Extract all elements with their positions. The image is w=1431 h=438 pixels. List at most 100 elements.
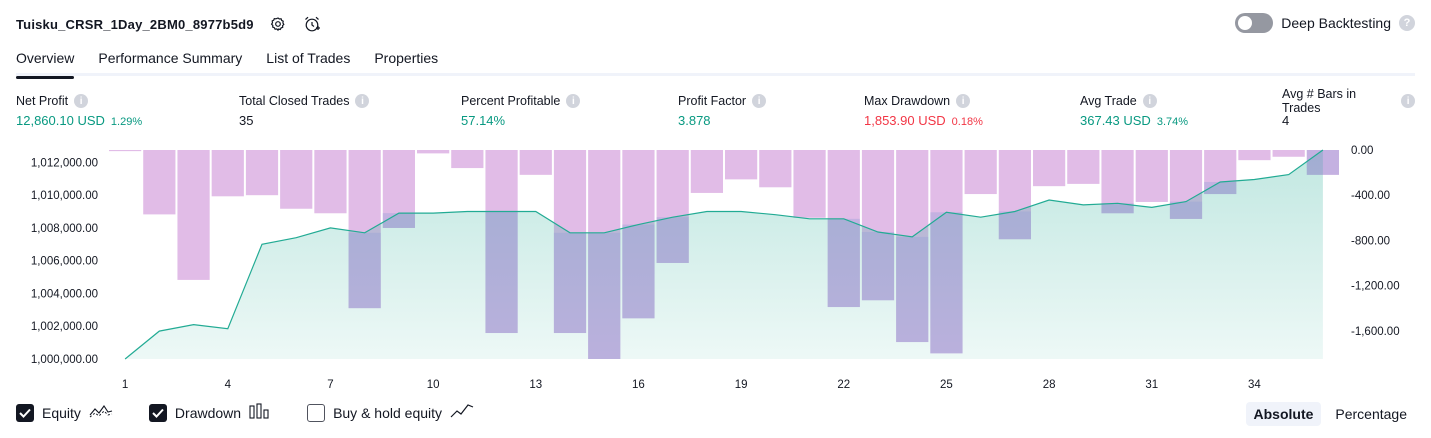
metric-label: Max Drawdown [864,94,951,108]
info-icon[interactable]: i [355,94,370,108]
drawdown-overlap [656,217,689,263]
drawdown-bar [314,150,347,214]
drawdown-overlap [622,224,655,319]
chart-legend: Equity Drawdown Buy & hold equity [16,403,474,422]
drawdown-bar [280,150,313,209]
drawdown-bar [451,150,484,169]
y-right-tick-label: -800.00 [1351,235,1390,247]
metric-value: 12,860.10 USD [16,113,105,128]
deep-backtesting-toggle[interactable] [1235,13,1274,33]
drawdown-bar [1272,150,1305,157]
buy-hold-label: Buy & hold equity [333,404,443,421]
drawdown-overlap [348,232,381,309]
legend-drawdown[interactable]: Drawdown [148,403,271,422]
y-left-tick-label: 1,008,000.00 [31,223,98,235]
metric-value: 1,853.90 USD [864,113,946,128]
drawdown-bar [759,150,792,188]
legend-equity[interactable]: Equity [16,403,113,422]
x-tick-label: 22 [837,379,850,391]
drawdown-overlap [998,211,1031,240]
deep-backtesting: Deep Backtesting ? [1235,13,1415,33]
equity-area [125,150,1323,359]
drawdown-bar [143,150,176,215]
x-tick-label: 4 [225,379,232,391]
buy-hold-checkbox[interactable] [307,403,326,422]
metric-sub: 0.18% [951,116,983,128]
info-icon[interactable]: i [1401,94,1415,108]
x-tick-label: 28 [1043,379,1056,391]
drawdown-overlap [485,211,518,334]
tab-bar: Overview Performance Summary List of Tra… [16,42,1415,79]
metric-label: Percent Profitable [461,94,561,108]
tab-overview[interactable]: Overview [16,42,75,79]
drawdown-bar [1033,150,1066,187]
metric-value: 367.43 USD [1080,113,1151,128]
x-tick-label: 31 [1145,379,1158,391]
scale-mode-switch: Absolute Percentage [1245,402,1416,426]
equity-series-icon [89,403,113,422]
percentage-button[interactable]: Percentage [1335,406,1407,422]
drawdown-overlap [896,236,929,343]
drawdown-bar [1135,150,1168,202]
drawdown-bar [964,150,997,195]
info-icon[interactable]: i [74,94,89,108]
y-right-tick-label: -400.00 [1351,190,1390,202]
info-icon[interactable]: i [752,94,767,108]
equity-drawdown-chart[interactable]: 1,000,000.00 1,002,000.00 1,004,000.00 1,00… [0,138,1431,394]
drawdown-bar [519,150,552,175]
tab-performance-summary[interactable]: Performance Summary [98,50,243,66]
drawdown-bar [690,150,723,193]
absolute-button[interactable]: Absolute [1245,402,1322,426]
drawdown-bar [417,150,450,154]
drawdown-bar [1067,150,1100,184]
x-tick-label: 13 [529,379,542,391]
drawdown-overlap [1101,203,1134,214]
drawdown-bar [211,150,244,197]
tab-list-of-trades[interactable]: List of Trades [266,50,351,66]
strategy-title: Tuisku_CRSR_1Day_2BM0_8977b5d9 [16,16,254,32]
drawdown-checkbox[interactable] [148,403,167,422]
metric-label: Profit Factor [678,94,747,108]
drawdown-label: Drawdown [174,404,242,421]
metric-net-profit: Net Profit i 12,860.10 USD 1.29% [16,93,142,128]
drawdown-overlap [1169,201,1203,219]
drawdown-bar [725,150,758,180]
equity-checkbox[interactable] [16,403,34,422]
drawdown-overlap [827,218,860,308]
drawdown-overlap [861,231,895,301]
drawdown-overlap [1204,181,1237,195]
y-right-tick-label: -1,600.00 [1351,326,1400,338]
help-icon[interactable]: ? [1399,15,1415,31]
legend-buy-hold[interactable]: Buy & hold equity [307,403,474,422]
gear-icon[interactable] [268,14,288,34]
equity-label: Equity [42,404,81,421]
metric-label: Avg Trade [1080,94,1137,108]
info-icon[interactable]: i [566,94,581,108]
deep-backtesting-label: Deep Backtesting [1281,15,1391,31]
x-tick-label: 1 [122,379,128,391]
drawdown-bar [177,150,210,280]
y-left-tick-label: 1,006,000.00 [31,256,98,268]
add-alert-icon[interactable] [302,14,322,34]
drawdown-bar [1238,150,1271,161]
y-left-tick-label: 1,010,000.00 [31,190,98,202]
toggle-knob [1238,16,1253,30]
info-icon[interactable]: i [1142,94,1157,108]
drawdown-overlap [588,232,621,359]
y-left-tick-label: 1,004,000.00 [31,288,98,300]
metric-value: 57.14% [461,113,506,128]
y-left-tick-label: 1,012,000.00 [31,157,98,169]
y-right-tick-label: -1,200.00 [1351,281,1400,293]
drawdown-overlap [382,213,415,228]
x-tick-label: 7 [327,379,333,391]
metric-sub: 1.29% [110,116,143,128]
metric-percent-profitable: Percent Profitable i 57.14% [461,93,581,128]
metric-avg-bars: Avg # Bars in Trades i 4 [1282,87,1415,128]
info-icon[interactable]: i [956,94,971,108]
x-tick-label: 34 [1248,379,1261,391]
y-left-tick-label: 1,002,000.00 [31,321,98,333]
tab-properties[interactable]: Properties [374,50,439,66]
drawdown-series-icon [249,403,271,422]
drawdown-bar [245,150,279,196]
metric-sub: 3.74% [1156,116,1189,128]
